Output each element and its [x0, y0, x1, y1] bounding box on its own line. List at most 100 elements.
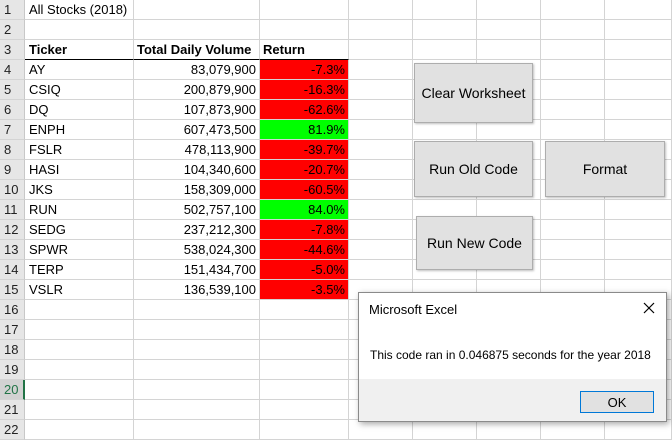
cell-ticker[interactable]	[25, 300, 134, 320]
cell-volume[interactable]: Total Daily Volume	[134, 40, 260, 60]
cell-volume[interactable]: 200,879,900	[134, 80, 260, 100]
cell-ticker[interactable]	[25, 420, 134, 440]
empty-cell[interactable]	[477, 120, 541, 140]
cell-volume[interactable]: 136,539,100	[134, 280, 260, 300]
cell-ticker[interactable]: HASI	[25, 160, 134, 180]
cell-return[interactable]	[260, 20, 349, 40]
cell-return[interactable]: -60.5%	[260, 180, 349, 200]
cell-volume[interactable]	[134, 20, 260, 40]
empty-cell[interactable]	[541, 20, 605, 40]
empty-cell[interactable]	[605, 20, 672, 40]
empty-cell[interactable]	[541, 220, 605, 240]
row-header[interactable]: 15	[0, 280, 25, 300]
cell-volume[interactable]: 237,212,300	[134, 220, 260, 240]
row-header[interactable]: 19	[0, 360, 25, 380]
cell-ticker[interactable]: Ticker	[25, 40, 134, 60]
cell-return[interactable]: -3.5%	[260, 280, 349, 300]
row-header[interactable]: 12	[0, 220, 25, 240]
cell-volume[interactable]: 607,473,500	[134, 120, 260, 140]
empty-cell[interactable]	[349, 140, 413, 160]
empty-cell[interactable]	[349, 80, 413, 100]
row-header[interactable]: 20	[0, 380, 25, 400]
row-header[interactable]: 17	[0, 320, 25, 340]
empty-cell[interactable]	[541, 120, 605, 140]
cell-return[interactable]	[260, 420, 349, 440]
empty-cell[interactable]	[477, 180, 541, 200]
empty-cell[interactable]	[605, 220, 672, 240]
cell-ticker[interactable]: DQ	[25, 100, 134, 120]
row-header[interactable]: 11	[0, 200, 25, 220]
cell-return[interactable]	[260, 320, 349, 340]
cell-return[interactable]	[260, 360, 349, 380]
cell-volume[interactable]	[134, 420, 260, 440]
cell-return[interactable]: Return	[260, 40, 349, 60]
empty-cell[interactable]	[413, 420, 477, 440]
cell-volume[interactable]: 151,434,700	[134, 260, 260, 280]
row-header[interactable]: 9	[0, 160, 25, 180]
empty-cell[interactable]	[413, 40, 477, 60]
cell-ticker[interactable]: All Stocks (2018)	[25, 0, 134, 20]
cell-volume[interactable]	[134, 360, 260, 380]
row-header[interactable]: 6	[0, 100, 25, 120]
cell-ticker[interactable]: RUN	[25, 200, 134, 220]
empty-cell[interactable]	[349, 240, 413, 260]
empty-cell[interactable]	[349, 60, 413, 80]
row-header[interactable]: 4	[0, 60, 25, 80]
row-header[interactable]: 3	[0, 40, 25, 60]
row-header[interactable]: 14	[0, 260, 25, 280]
empty-cell[interactable]	[477, 0, 541, 20]
cell-ticker[interactable]: SEDG	[25, 220, 134, 240]
empty-cell[interactable]	[477, 20, 541, 40]
empty-cell[interactable]	[541, 240, 605, 260]
cell-ticker[interactable]: SPWR	[25, 240, 134, 260]
cell-return[interactable]: -20.7%	[260, 160, 349, 180]
cell-volume[interactable]: 107,873,900	[134, 100, 260, 120]
cell-volume[interactable]	[134, 380, 260, 400]
cell-ticker[interactable]	[25, 20, 134, 40]
run-new-code-button[interactable]: Run New Code	[416, 216, 533, 270]
cell-return[interactable]: -7.3%	[260, 60, 349, 80]
empty-cell[interactable]	[349, 120, 413, 140]
empty-cell[interactable]	[349, 20, 413, 40]
cell-volume[interactable]: 538,024,300	[134, 240, 260, 260]
empty-cell[interactable]	[477, 40, 541, 60]
empty-cell[interactable]	[605, 240, 672, 260]
cell-ticker[interactable]: CSIQ	[25, 80, 134, 100]
cell-volume[interactable]: 478,113,900	[134, 140, 260, 160]
empty-cell[interactable]	[349, 0, 413, 20]
run-old-code-button[interactable]: Run Old Code	[414, 141, 533, 197]
cell-return[interactable]: 81.9%	[260, 120, 349, 140]
cell-volume[interactable]: 104,340,600	[134, 160, 260, 180]
cell-return[interactable]	[260, 340, 349, 360]
empty-cell[interactable]	[605, 60, 672, 80]
empty-cell[interactable]	[605, 40, 672, 60]
empty-cell[interactable]	[605, 100, 672, 120]
cell-ticker[interactable]	[25, 400, 134, 420]
cell-return[interactable]: -7.8%	[260, 220, 349, 240]
cell-volume[interactable]	[134, 340, 260, 360]
cell-ticker[interactable]	[25, 320, 134, 340]
empty-cell[interactable]	[349, 180, 413, 200]
cell-volume[interactable]: 158,309,000	[134, 180, 260, 200]
row-header[interactable]: 21	[0, 400, 25, 420]
cell-return[interactable]: -39.7%	[260, 140, 349, 160]
cell-ticker[interactable]: JKS	[25, 180, 134, 200]
empty-cell[interactable]	[349, 260, 413, 280]
empty-cell[interactable]	[349, 420, 413, 440]
cell-volume[interactable]	[134, 320, 260, 340]
empty-cell[interactable]	[605, 0, 672, 20]
cell-ticker[interactable]	[25, 360, 134, 380]
empty-cell[interactable]	[413, 0, 477, 20]
cell-return[interactable]	[260, 0, 349, 20]
row-header[interactable]: 1	[0, 0, 25, 20]
cell-return[interactable]: -16.3%	[260, 80, 349, 100]
empty-cell[interactable]	[349, 100, 413, 120]
empty-cell[interactable]	[413, 260, 477, 280]
row-header[interactable]: 2	[0, 20, 25, 40]
row-header[interactable]: 18	[0, 340, 25, 360]
empty-cell[interactable]	[541, 200, 605, 220]
empty-cell[interactable]	[541, 60, 605, 80]
cell-volume[interactable]: 83,079,900	[134, 60, 260, 80]
cell-volume[interactable]	[134, 300, 260, 320]
empty-cell[interactable]	[541, 100, 605, 120]
